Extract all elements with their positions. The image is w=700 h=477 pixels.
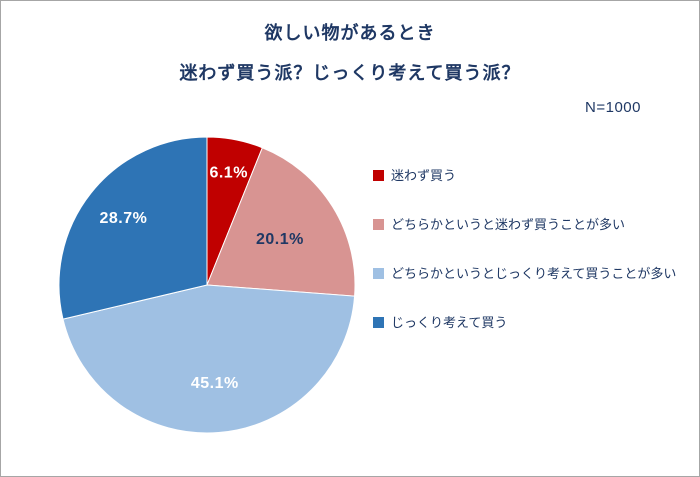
pie-slice-percent-label-3: 45.1% xyxy=(191,375,239,392)
pie-slice-2 xyxy=(206,147,356,297)
chart-title-line2: 迷わず買う派？じっくり考えて買う派？ xyxy=(179,63,521,83)
chart-title-line1: 欲しい物があるとき xyxy=(264,23,436,43)
legend-swatch-think-carefully xyxy=(373,317,384,328)
pie-slice-percent-label-2: 20.1% xyxy=(256,231,304,248)
sample-size-label: N=1000 xyxy=(585,99,641,116)
chart-title: 欲しい物があるとき 迷わず買う派？じっくり考えて買う派？ xyxy=(1,13,699,93)
pie-slice-4 xyxy=(58,136,208,320)
legend-label-mostly-buy-immediately: どちらかというと迷わず買うことが多い xyxy=(391,217,626,232)
legend-item-4: じっくり考えて買う xyxy=(373,316,676,330)
legend-item-3: どちらかというとじっくり考えて買うことが多い xyxy=(373,267,676,281)
legend-label-buy-immediately: 迷わず買う xyxy=(391,168,457,183)
legend-label-mostly-think-carefully: どちらかというとじっくり考えて買うことが多い xyxy=(391,266,677,281)
legend-item-1: 迷わず買う xyxy=(373,169,676,183)
pie-slice-3 xyxy=(62,284,356,434)
legend-label-think-carefully: じっくり考えて買う xyxy=(391,315,508,330)
legend-swatch-buy-immediately xyxy=(373,170,384,181)
pie-slice-percent-label-1: 6.1% xyxy=(209,164,247,181)
legend-swatch-mostly-think-carefully xyxy=(373,268,384,279)
legend: 迷わず買う どちらかというと迷わず買うことが多い どちらかというとじっくり考えて… xyxy=(373,169,676,330)
legend-item-2: どちらかというと迷わず買うことが多い xyxy=(373,218,676,232)
pie-slice-percent-label-4: 28.7% xyxy=(99,210,147,227)
legend-swatch-mostly-buy-immediately xyxy=(373,219,384,230)
